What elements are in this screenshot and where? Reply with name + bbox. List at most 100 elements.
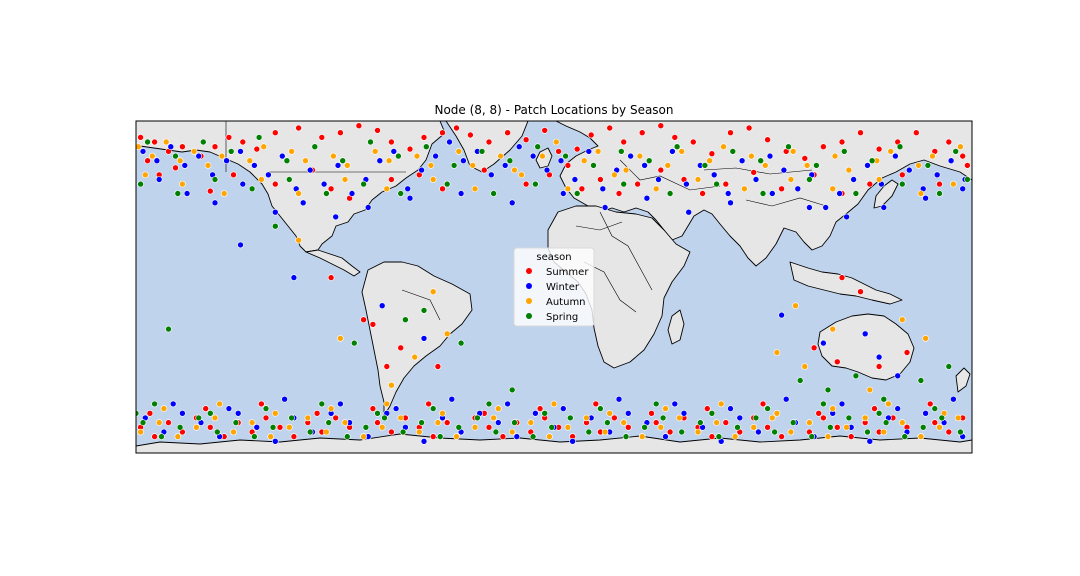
point-winter-27 [515, 143, 523, 150]
point-winter-42 [724, 190, 732, 197]
point-autumn-65 [429, 288, 437, 296]
point-summer-79 [936, 180, 943, 188]
point-autumn-3 [176, 157, 184, 164]
point-summer-36 [727, 129, 734, 136]
point-summer-134 [708, 433, 716, 440]
point-winter-86 [778, 311, 785, 319]
point-spring-103 [845, 414, 853, 422]
point-autumn-107 [731, 433, 739, 440]
point-autumn-111 [806, 419, 813, 426]
point-autumn-117 [917, 433, 925, 440]
point-summer-166 [871, 405, 878, 412]
point-summer-40 [801, 155, 809, 162]
point-spring-47 [852, 190, 860, 197]
point-autumn-103 [657, 423, 665, 431]
point-winter-93 [179, 409, 186, 417]
point-spring-17 [617, 148, 625, 155]
point-summer-153 [146, 409, 154, 417]
point-autumn-128 [606, 409, 614, 417]
point-spring-6 [311, 143, 319, 150]
point-autumn-18 [469, 162, 477, 169]
point-spring-102 [826, 423, 834, 431]
point-autumn-87 [360, 433, 367, 440]
point-winter-50 [836, 190, 843, 197]
point-summer-49 [959, 152, 967, 160]
point-winter-67 [364, 204, 372, 211]
point-autumn-76 [155, 419, 163, 426]
point-winter-137 [225, 405, 233, 412]
point-spring-25 [840, 148, 848, 155]
point-spring-87 [548, 423, 556, 431]
point-summer-142 [820, 414, 827, 422]
point-autumn-120 [160, 405, 168, 412]
point-summer-43 [857, 129, 864, 136]
land-antarctica [136, 433, 972, 453]
point-spring-45 [759, 190, 767, 197]
point-winter-64 [271, 208, 279, 216]
point-spring-104 [864, 428, 871, 436]
point-summer-89 [875, 363, 883, 370]
point-summer-143 [833, 423, 841, 431]
point-spring-119 [652, 400, 660, 408]
point-spring-124 [931, 405, 939, 412]
point-spring-24 [813, 162, 820, 169]
point-autumn-30 [720, 143, 727, 150]
point-spring-79 [399, 428, 407, 436]
point-summer-144 [847, 433, 855, 440]
point-spring-116 [485, 400, 493, 408]
point-spring-120 [708, 409, 716, 417]
point-autumn-99 [583, 414, 590, 422]
point-winter-89 [820, 339, 827, 347]
land-australia [817, 313, 915, 381]
point-winter-77 [806, 204, 813, 211]
point-spring-61 [852, 372, 860, 380]
point-summer-87 [810, 344, 818, 352]
point-spring-34 [285, 176, 293, 183]
point-autumn-91 [434, 419, 442, 426]
legend-marker-winter [526, 283, 532, 289]
point-summer-14 [374, 127, 381, 134]
point-autumn-97 [546, 433, 553, 440]
point-autumn-109 [768, 414, 776, 422]
point-summer-82 [360, 316, 367, 324]
point-summer-86 [397, 344, 405, 352]
point-autumn-131 [773, 409, 781, 417]
point-summer-84 [434, 363, 442, 370]
point-spring-111 [207, 409, 214, 417]
point-spring-15 [562, 152, 569, 160]
point-autumn-94 [490, 414, 497, 422]
point-autumn-56 [741, 185, 748, 193]
point-autumn-9 [288, 148, 295, 155]
point-summer-114 [429, 433, 437, 440]
point-spring-63 [917, 377, 925, 384]
point-summer-98 [207, 423, 214, 431]
point-summer-118 [485, 423, 493, 431]
point-summer-38 [764, 136, 771, 143]
point-summer-88 [833, 358, 841, 366]
point-autumn-43 [179, 180, 186, 188]
point-autumn-104 [676, 414, 683, 422]
point-winter-30 [557, 157, 565, 164]
point-summer-12 [337, 129, 344, 136]
point-autumn-127 [550, 400, 558, 408]
point-summer-92 [857, 288, 864, 296]
point-autumn-15 [413, 152, 421, 160]
point-autumn-11 [330, 152, 337, 160]
point-spring-14 [534, 143, 542, 150]
point-winter-51 [850, 176, 857, 183]
point-autumn-19 [497, 152, 504, 160]
point-spring-42 [620, 180, 628, 188]
point-summer-0 [137, 134, 144, 141]
point-summer-91 [838, 274, 846, 281]
point-winter-90 [875, 353, 883, 361]
point-winter-75 [727, 199, 734, 207]
point-winter-8 [251, 162, 258, 169]
point-autumn-38 [887, 148, 895, 155]
point-spring-67 [176, 423, 184, 431]
point-summer-41 [820, 143, 827, 150]
point-summer-81 [327, 274, 335, 281]
point-winter-60 [155, 176, 163, 183]
legend-label-autumn: Autumn [546, 297, 586, 308]
point-summer-150 [931, 419, 939, 426]
point-autumn-92 [453, 433, 460, 440]
